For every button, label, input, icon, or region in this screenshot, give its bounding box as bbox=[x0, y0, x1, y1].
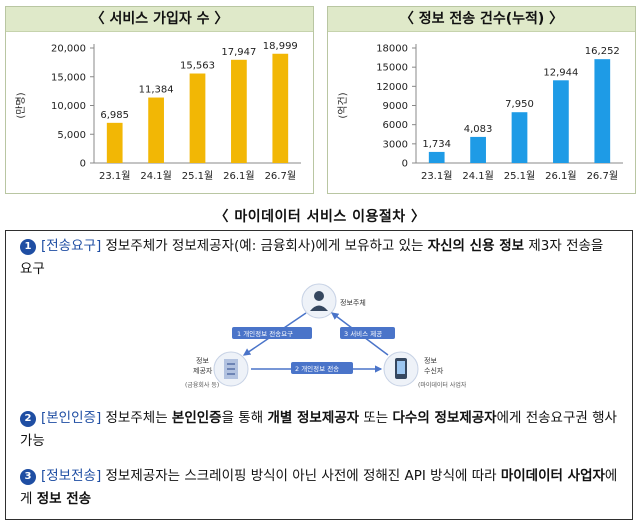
transfer-xtick-label: 26.1월 bbox=[545, 170, 576, 182]
transfer-data-label: 7,950 bbox=[505, 99, 534, 110]
step-3-emphasis-1: 마이데이터 사업자 bbox=[500, 468, 605, 484]
step-2-text-2: 을 통해 bbox=[221, 410, 268, 426]
step-2-emphasis-2: 개별 정보제공자 bbox=[267, 410, 360, 426]
subscriber-ytick-label: 10,000 bbox=[51, 101, 86, 112]
subscriber-xtick-label: 23.1월 bbox=[99, 170, 130, 182]
procedure-title: 〈 마이데이터 서비스 이용절차 〉 bbox=[214, 209, 426, 225]
step-1: 1 [전송요구] 정보주체가 정보제공자(예: 금융회사)에게 보유하고 있는 자… bbox=[20, 235, 620, 281]
subscriber-ytick-label: 0 bbox=[80, 159, 86, 170]
service-arrow-label: 3 서비스 제공 bbox=[344, 329, 382, 338]
transfer-ytick-label: 6000 bbox=[383, 120, 408, 131]
subscriber-bar bbox=[106, 122, 123, 163]
transfer-ytick-label: 0 bbox=[402, 159, 408, 170]
transfer-data-label: 16,252 bbox=[585, 46, 620, 57]
transfer-ytick-label: 12000 bbox=[376, 82, 408, 93]
step-2-text: 정보주체는 bbox=[101, 410, 172, 426]
subscriber-xtick-label: 25.1월 bbox=[182, 170, 213, 182]
subscriber-chart-title: 〈 서비스 가입자 수 〉 bbox=[6, 7, 313, 32]
step-3-text-2: 에게 bbox=[20, 468, 618, 507]
subscriber-chart-panel: 〈 서비스 가입자 수 〉 (만명) 0 5,000 10,000 15,000 20,0… bbox=[5, 6, 314, 194]
step-2-text-end: 에게 전송요구권 행사 가능 bbox=[20, 410, 617, 449]
subscriber-data-label: 17,947 bbox=[221, 47, 256, 58]
step-1-tag: [전송요구] bbox=[41, 238, 102, 254]
step-2-text-3: 또는 bbox=[359, 410, 393, 426]
provider-sublabel: (금융회사 등) bbox=[185, 381, 219, 389]
step-1-emphasis: 자신의 신용 정보 bbox=[427, 238, 525, 254]
person-icon bbox=[314, 291, 324, 301]
receiver-sublabel: (마이데이터 사업자) bbox=[418, 381, 466, 389]
receiver-label-1: 정보 bbox=[424, 356, 437, 365]
step-2-emphasis-3: 다수의 정보제공자 bbox=[392, 410, 497, 426]
provider-label-2: 제공자 bbox=[193, 366, 213, 375]
mydata-flow-diagram: 정보주체 정보 제공자 (금융회사 등) 정보 수신자 (마이데이터 사업자) … bbox=[185, 283, 466, 389]
transfer-chart-panel: 〈 정보 전송 건수(누적) 〉 (억건) 0 3000 6000 9000 12000 1… bbox=[327, 6, 636, 194]
subscriber-data-label: 6,985 bbox=[100, 110, 129, 121]
subscriber-data-label: 15,563 bbox=[180, 61, 215, 72]
transfer-bar bbox=[470, 136, 486, 163]
subscriber-ytick-label: 5,000 bbox=[57, 130, 86, 141]
step-2-emphasis-1: 본인인증 bbox=[171, 410, 222, 426]
transfer-bar bbox=[553, 80, 569, 163]
transfer-bar bbox=[511, 112, 528, 163]
step-2-number-icon: 2 bbox=[20, 411, 36, 427]
subscriber-xtick-label: 24.1월 bbox=[140, 170, 171, 182]
step-1-text-end: 제3자 전송을 요구 bbox=[20, 238, 604, 277]
request-arrow-badge: 1 개인정보 전송요구 bbox=[232, 327, 312, 339]
step-2-tag: [본인인증] bbox=[41, 410, 102, 426]
transfer-ylabel: (억건) bbox=[337, 92, 349, 118]
step-2: 2 [본인인증] 정보주체는 본인인증을 통해 개별 정보제공자 또는 다수의 정… bbox=[20, 407, 620, 453]
subscriber-bar bbox=[148, 97, 164, 163]
subscriber-ylabel: (만명) bbox=[15, 92, 27, 118]
subscriber-data-label: 18,999 bbox=[263, 41, 298, 52]
transfer-ytick-label: 18000 bbox=[376, 44, 408, 55]
step-3-text: 정보제공자는 스크레이핑 방식이 아닌 사전에 정해진 API 방식에 따라 bbox=[101, 468, 501, 484]
subscriber-bar-chart: (만명) 0 5,000 10,000 15,000 20,000 6,985 23.1월 11… bbox=[15, 41, 301, 182]
step-3: 3 [정보전송] 정보제공자는 스크레이핑 방식이 아닌 사전에 정해진 API … bbox=[20, 465, 620, 511]
transfer-data-label: 1,734 bbox=[422, 139, 451, 150]
transfer-data-label: 12,944 bbox=[543, 67, 578, 78]
step-3-tag: [정보전송] bbox=[41, 468, 102, 484]
subscriber-bar bbox=[189, 73, 206, 163]
step-1-number-icon: 1 bbox=[20, 239, 36, 255]
subscriber-xtick-label: 26.1월 bbox=[223, 170, 254, 182]
service-arrow-badge: 3 서비스 제공 bbox=[340, 327, 395, 339]
transfer-ytick-label: 9000 bbox=[383, 101, 408, 112]
receiver-label-2: 수신자 bbox=[424, 366, 444, 375]
transfer-arrow-badge: 2 개인정보 전송 bbox=[291, 362, 353, 374]
transfer-ytick-label: 3000 bbox=[383, 139, 408, 150]
subscriber-ytick-label: 20,000 bbox=[51, 44, 86, 55]
step-1-text: 정보주체가 정보제공자(예: 금융회사)에게 보유하고 있는 bbox=[101, 238, 428, 254]
step-3-number-icon: 3 bbox=[20, 469, 36, 485]
transfer-ytick-label: 15000 bbox=[376, 63, 408, 74]
subscriber-bar bbox=[231, 59, 247, 163]
request-arrow-label: 1 개인정보 전송요구 bbox=[237, 329, 293, 338]
provider-node: 정보 제공자 (금융회사 등) bbox=[185, 351, 249, 389]
procedure-box: 1 [전송요구] 정보주체가 정보제공자(예: 금융회사)에게 보유하고 있는 자… bbox=[5, 230, 633, 520]
transfer-xtick-label: 24.1월 bbox=[462, 170, 493, 182]
provider-label-1: 정보 bbox=[196, 356, 209, 365]
subscriber-bar bbox=[272, 53, 289, 163]
step-3-emphasis-2: 정보 전송 bbox=[36, 491, 92, 507]
transfer-bar bbox=[428, 151, 445, 163]
transfer-xtick-label: 25.1월 bbox=[504, 170, 535, 182]
subject-label: 정보주체 bbox=[340, 298, 366, 307]
receiver-node: 정보 수신자 (마이데이터 사업자) bbox=[383, 351, 466, 389]
transfer-arrow-label: 2 개인정보 전송 bbox=[295, 364, 339, 373]
subscriber-xtick-label: 26.7월 bbox=[265, 170, 296, 182]
transfer-bar-chart: (억건) 0 3000 6000 9000 12000 15000 18000 1,734 23.… bbox=[337, 44, 623, 182]
transfer-xtick-label: 23.1월 bbox=[421, 170, 452, 182]
transfer-chart-title: 〈 정보 전송 건수(누적) 〉 bbox=[328, 7, 635, 32]
transfer-data-label: 4,083 bbox=[464, 124, 493, 135]
subscriber-ytick-label: 15,000 bbox=[51, 72, 86, 83]
transfer-bar bbox=[594, 59, 611, 163]
subscriber-data-label: 11,384 bbox=[139, 85, 174, 96]
subject-node: 정보주체 bbox=[301, 283, 366, 319]
transfer-xtick-label: 26.7월 bbox=[587, 170, 618, 182]
